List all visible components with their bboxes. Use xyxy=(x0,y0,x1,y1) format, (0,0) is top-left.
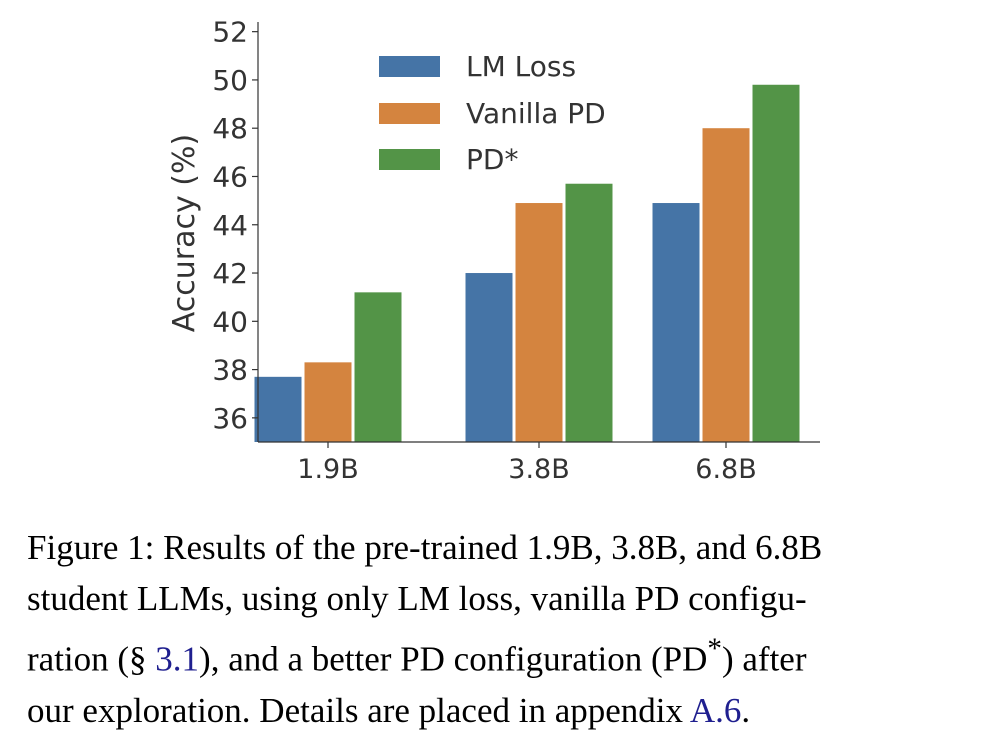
bar-vanilla-pd-1-9b xyxy=(304,362,352,442)
legend-swatch xyxy=(379,56,440,77)
caption-text-3b: ), and a better PD configuration (PD xyxy=(199,639,708,679)
caption-line-4: our exploration. Details are placed in a… xyxy=(27,685,967,736)
caption-text-3a: ration (§ xyxy=(27,639,156,679)
bar-lm-loss-1-9b xyxy=(254,376,302,442)
appendix-link[interactable]: A.6 xyxy=(689,690,742,730)
bar-chart: 36 38 40 42 44 46 48 50 52 1.9B 3.8B 6.8B LM Loss Va… xyxy=(167,16,820,485)
figure-caption: Figure 1: Results of the pre-trained 1.9… xyxy=(27,522,967,736)
caption-superscript: * xyxy=(707,633,722,665)
legend-swatch xyxy=(379,103,440,124)
bar-vanilla-pd-6-8b xyxy=(702,128,750,442)
legend: LM Loss Vanilla PD PD* xyxy=(379,50,606,176)
bar-pd-3-8b xyxy=(565,183,613,443)
bar-lm-loss-6-8b xyxy=(652,203,700,442)
caption-text-4a: our exploration. Details are placed in a… xyxy=(27,690,690,730)
legend-swatch xyxy=(379,149,440,170)
y-tick-label: 46 xyxy=(212,160,248,193)
bar-pd-1-9b xyxy=(354,292,402,442)
y-tick-label: 42 xyxy=(212,257,248,290)
y-tick-label: 38 xyxy=(212,354,248,387)
section-link[interactable]: 3.1 xyxy=(155,639,200,679)
legend-label: PD* xyxy=(466,143,518,176)
y-tick-label: 48 xyxy=(212,112,248,145)
x-tick-label: 6.8B xyxy=(695,454,756,485)
caption-text-3c: ) after xyxy=(721,639,807,679)
x-tick-label: 3.8B xyxy=(508,454,569,485)
caption-figure-label: Figure 1: xyxy=(27,528,155,567)
y-tick-label: 52 xyxy=(212,16,248,49)
legend-label: LM Loss xyxy=(466,50,576,83)
y-tick-label: 50 xyxy=(212,64,248,97)
x-tick-label: 1.9B xyxy=(297,454,358,485)
y-tick-label: 40 xyxy=(212,305,248,338)
axes-layer: 36 38 40 42 44 46 48 50 52 1.9B 3.8B 6.8B xyxy=(212,16,820,485)
bar-vanilla-pd-3-8b xyxy=(515,203,563,442)
caption-text-4b: . xyxy=(741,690,751,730)
y-tick-label: 44 xyxy=(212,209,248,242)
y-axis-label: Accuracy (%) xyxy=(167,134,202,332)
caption-line-1: Figure 1: Results of the pre-trained 1.9… xyxy=(27,522,967,573)
y-tick-label: 36 xyxy=(212,402,248,435)
bar-pd-6-8b xyxy=(752,84,800,443)
bar-lm-loss-3-8b xyxy=(465,273,513,442)
legend-label: Vanilla PD xyxy=(466,97,606,130)
caption-line-2: student LLMs, using only LM loss, vanill… xyxy=(27,579,807,618)
caption-text-1: Results of the pre-trained 1.9B, 3.8B, a… xyxy=(163,528,823,567)
bars-layer xyxy=(254,84,800,443)
caption-line-3: ration (§ 3.1), and a better PD configur… xyxy=(27,624,967,685)
